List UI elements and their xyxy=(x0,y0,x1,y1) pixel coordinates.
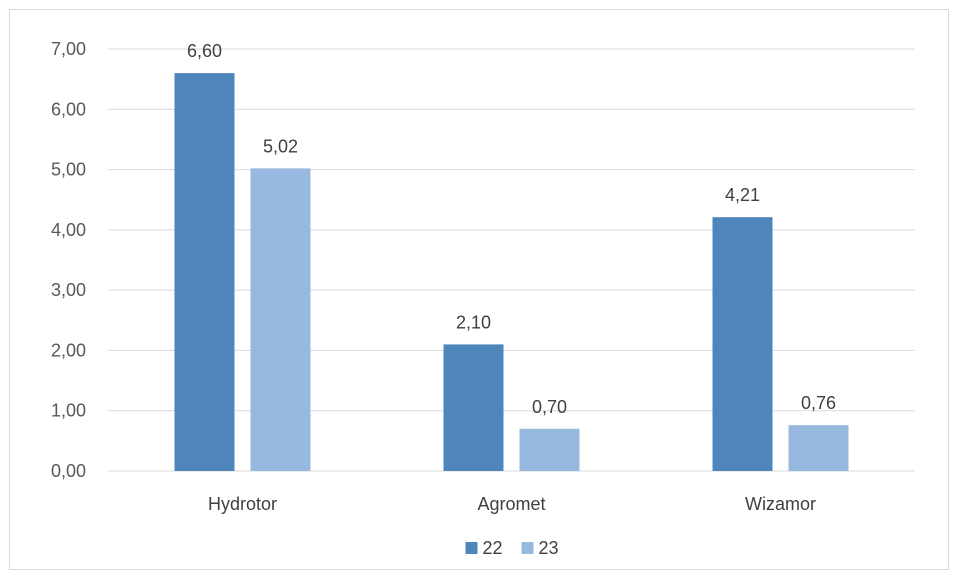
data-label: 6,60 xyxy=(187,41,222,61)
gridlines xyxy=(108,48,915,472)
bar-agromet-23 xyxy=(519,428,580,471)
data-label: 2,10 xyxy=(456,312,491,332)
data-label: 0,70 xyxy=(532,397,567,417)
y-tick-label: 2,00 xyxy=(51,340,86,360)
x-category-label: Wizamor xyxy=(745,494,816,514)
x-category-label: Agromet xyxy=(477,494,545,514)
bar-agromet-22 xyxy=(443,344,504,471)
y-tick-label: 3,00 xyxy=(51,280,86,300)
legend: 22 23 xyxy=(465,538,559,558)
bar-hydrotor-23 xyxy=(250,168,311,471)
bar-wizamor-22 xyxy=(712,217,773,471)
bar-wizamor-23 xyxy=(788,425,849,471)
x-category-label: Hydrotor xyxy=(208,494,277,514)
data-labels: 6,60 5,02 2,10 0,70 4,21 0,76 xyxy=(187,41,836,417)
data-label: 5,02 xyxy=(263,136,298,156)
y-tick-label: 1,00 xyxy=(51,401,86,421)
x-axis-categories: Hydrotor Agromet Wizamor xyxy=(208,494,816,514)
y-tick-label: 4,00 xyxy=(51,220,86,240)
data-label: 4,21 xyxy=(725,185,760,205)
y-axis-ticks: 0,00 1,00 2,00 3,00 4,00 5,00 6,00 7,00 xyxy=(51,39,86,481)
legend-swatch-23 xyxy=(521,542,534,554)
legend-swatch-22 xyxy=(465,542,478,554)
chart-frame xyxy=(9,9,949,570)
y-tick-label: 0,00 xyxy=(51,461,86,481)
y-tick-label: 6,00 xyxy=(51,99,86,119)
bar-hydrotor-22 xyxy=(174,73,235,471)
y-tick-label: 7,00 xyxy=(51,39,86,59)
y-tick-label: 5,00 xyxy=(51,160,86,180)
bars xyxy=(174,73,849,471)
data-label: 0,76 xyxy=(801,393,836,413)
legend-label: 22 xyxy=(483,538,503,558)
legend-label: 23 xyxy=(539,538,559,558)
